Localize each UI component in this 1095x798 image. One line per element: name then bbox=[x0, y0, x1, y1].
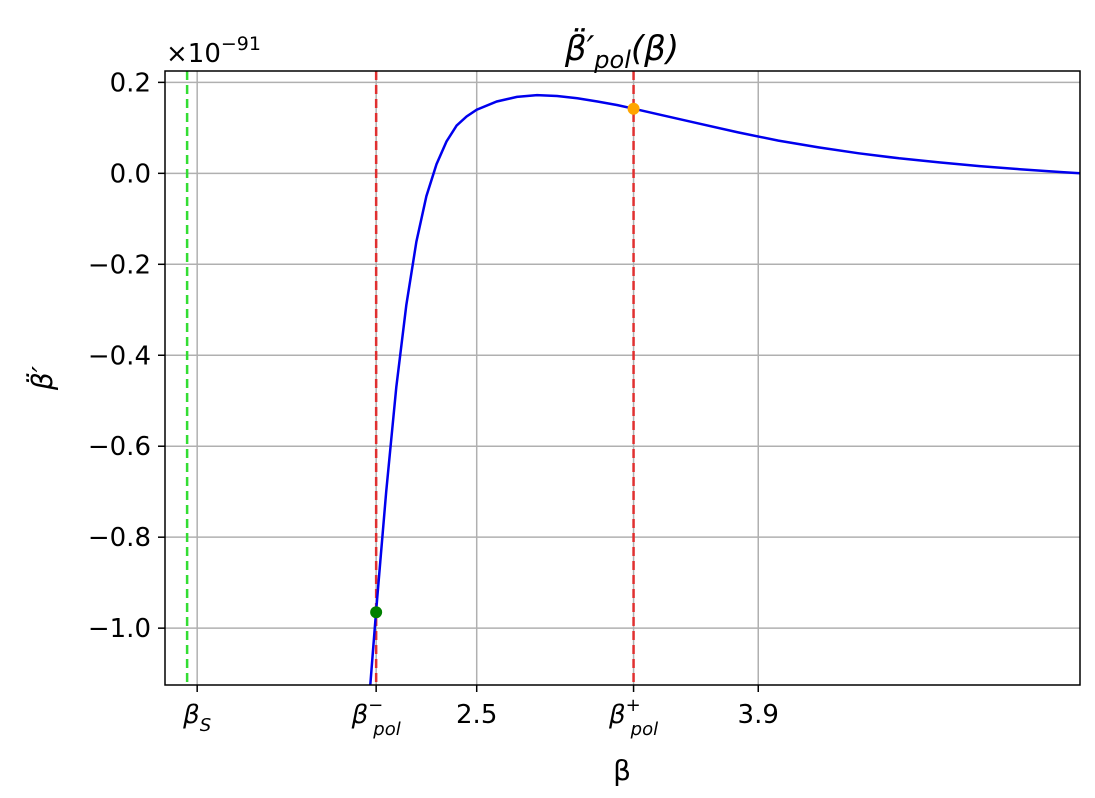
x-tick-label-sub: pol bbox=[630, 719, 658, 740]
y-tick-label: −0.4 bbox=[88, 341, 151, 371]
y-tick-label: −0.2 bbox=[88, 250, 151, 280]
chart-title-base: β̈′ bbox=[564, 28, 595, 69]
x-tick-label: β+ pol bbox=[608, 695, 658, 740]
y-offset-text: ×10−91 bbox=[166, 33, 261, 69]
x-tick-label-base: β bbox=[182, 700, 200, 730]
y-tick-label: −0.8 bbox=[88, 523, 151, 553]
x-tick-label-base: β bbox=[608, 700, 626, 730]
x-tick-label-sup: − bbox=[368, 695, 383, 716]
x-tick-label-sub: S bbox=[200, 715, 211, 736]
y-tick-label: 0.0 bbox=[110, 159, 151, 189]
data-point bbox=[627, 102, 640, 115]
x-tick-label-base: β bbox=[351, 700, 369, 730]
y-tick-label: −1.0 bbox=[88, 614, 151, 644]
x-tick-label: 2.5 bbox=[456, 700, 497, 730]
y-tick-label: −0.6 bbox=[88, 432, 151, 462]
chart-title: β̈′pol(β) bbox=[564, 28, 679, 74]
vertical-lines bbox=[185, 71, 635, 685]
x-tick-label-sub: pol bbox=[372, 719, 400, 740]
points-layer bbox=[370, 102, 640, 619]
y-offset-exp: −91 bbox=[221, 33, 261, 55]
data-point bbox=[370, 606, 383, 619]
y-axis-ticks: 0.2 0.0 −0.2 −0.4 −0.6 −0.8 −1.0 bbox=[88, 68, 165, 644]
x-axis-ticks: βS β− pol 2.5 β+ pol 3.9 bbox=[182, 685, 779, 740]
chart-title-sub: pol bbox=[593, 46, 631, 74]
y-axis-label: β̈′ bbox=[25, 365, 59, 391]
plot-frame bbox=[164, 70, 1081, 686]
x-tick-label-sup: + bbox=[626, 695, 641, 716]
series-layer bbox=[369, 93, 1080, 685]
x-tick-label: βS bbox=[182, 700, 211, 736]
chart-title-arg: (β) bbox=[631, 29, 679, 69]
x-tick-label: β− pol bbox=[351, 695, 401, 740]
series-line bbox=[369, 93, 1080, 685]
x-tick-label: 3.9 bbox=[738, 700, 779, 730]
y-offset-base: ×10 bbox=[166, 39, 221, 69]
x-axis-label: β bbox=[613, 754, 631, 787]
y-tick-label: 0.2 bbox=[110, 68, 151, 98]
